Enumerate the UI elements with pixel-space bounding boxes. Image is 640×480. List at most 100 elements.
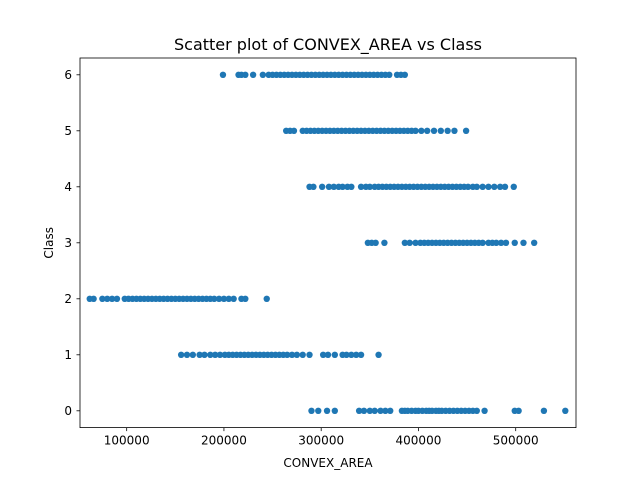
data-point-class-0 (382, 407, 389, 414)
data-point-class-4 (310, 183, 317, 190)
data-point-class-1 (201, 351, 208, 358)
chart-title: Scatter plot of CONVEX_AREA vs Class (174, 35, 482, 55)
data-point-class-1 (319, 351, 327, 358)
data-point-class-0 (515, 407, 522, 414)
data-point-class-6 (386, 71, 393, 79)
data-point-class-0 (315, 407, 322, 414)
points-layer (86, 71, 569, 414)
data-point-class-0 (323, 407, 331, 414)
data-point-class-3 (401, 239, 409, 246)
data-point-class-4 (485, 183, 492, 190)
data-point-class-6 (219, 71, 227, 79)
data-point-class-3 (493, 239, 500, 246)
data-point-class-0 (481, 407, 488, 414)
data-point-class-4 (496, 183, 504, 190)
data-point-class-2 (215, 295, 223, 302)
data-point-class-5 (418, 127, 425, 134)
y-axis-label: Class (42, 227, 56, 259)
data-point-class-0 (366, 407, 374, 414)
data-point-class-0 (355, 407, 363, 414)
y-tick-label: 1 (64, 348, 72, 362)
x-tick-label: 200000 (201, 434, 247, 448)
data-point-class-1 (348, 351, 355, 358)
data-point-class-4 (464, 183, 472, 190)
data-point-class-2 (263, 295, 270, 302)
x-tick-label: 400000 (396, 434, 442, 448)
data-point-class-1 (177, 351, 185, 358)
data-point-class-3 (502, 239, 510, 246)
data-point-class-2 (220, 295, 228, 302)
data-point-class-3 (412, 239, 419, 246)
data-point-class-1 (375, 351, 382, 358)
data-point-class-1 (288, 351, 296, 358)
plot-frame (79, 57, 577, 429)
data-point-class-3 (372, 239, 379, 246)
data-point-class-3 (530, 239, 538, 246)
data-point-class-5 (437, 127, 445, 134)
data-point-class-2 (104, 295, 111, 302)
data-point-class-1 (211, 351, 219, 358)
data-point-class-2 (230, 295, 237, 302)
data-point-class-1 (306, 351, 313, 358)
data-point-class-4 (473, 183, 480, 190)
data-point-class-1 (353, 351, 360, 358)
data-point-class-2 (90, 295, 97, 302)
data-point-class-3 (511, 239, 518, 246)
data-point-class-2 (99, 295, 106, 302)
y-tick-label: 3 (64, 236, 72, 250)
data-point-class-5 (290, 127, 298, 134)
x-tick-label: 500000 (493, 434, 539, 448)
data-point-class-1 (207, 351, 214, 358)
x-axis-ticks: 100000 200000 300000 400000 500000 (104, 427, 539, 448)
data-point-class-1 (283, 351, 291, 358)
data-point-class-4 (318, 183, 326, 190)
y-tick-label: 0 (64, 404, 72, 418)
data-point-class-0 (387, 407, 394, 414)
data-point-class-1 (331, 351, 339, 358)
data-point-class-1 (196, 351, 203, 358)
data-point-class-0 (377, 407, 384, 414)
data-point-class-4 (366, 183, 374, 190)
data-point-class-4 (357, 183, 365, 190)
y-tick-label: 2 (64, 292, 72, 306)
data-point-class-4 (339, 183, 346, 190)
data-point-class-2 (242, 295, 249, 302)
data-point-class-1 (299, 351, 306, 358)
data-point-class-2 (225, 295, 232, 302)
data-point-class-1 (324, 351, 332, 358)
data-point-class-6 (249, 71, 257, 79)
data-point-class-5 (412, 127, 419, 134)
y-tick-label: 6 (64, 68, 72, 82)
data-point-class-6 (242, 71, 249, 79)
y-tick-label: 5 (64, 124, 72, 138)
data-point-class-1 (189, 351, 197, 358)
data-point-class-0 (562, 407, 569, 414)
data-point-class-2 (113, 295, 121, 302)
data-point-class-1 (357, 351, 365, 358)
data-point-class-5 (430, 127, 438, 134)
data-point-class-4 (491, 183, 498, 190)
data-point-class-5 (444, 127, 451, 134)
data-point-class-1 (343, 351, 350, 358)
data-point-class-4 (479, 183, 486, 190)
data-point-class-0 (331, 407, 339, 414)
data-point-class-0 (360, 407, 368, 414)
data-point-class-4 (330, 183, 338, 190)
data-point-class-2 (108, 295, 116, 302)
data-point-class-0 (540, 407, 548, 414)
data-point-class-6 (259, 71, 267, 79)
data-point-class-6 (401, 71, 409, 79)
data-point-class-3 (406, 239, 413, 246)
data-point-class-3 (381, 239, 388, 246)
data-point-class-0 (308, 407, 315, 414)
x-axis-label: CONVEX_AREA (283, 456, 373, 470)
data-point-class-4 (510, 183, 517, 190)
data-point-class-2 (211, 295, 218, 302)
data-point-class-0 (371, 407, 378, 414)
x-tick-label: 100000 (104, 434, 150, 448)
data-point-class-1 (183, 351, 191, 358)
x-tick-label: 300000 (298, 434, 344, 448)
data-point-class-1 (216, 351, 224, 358)
